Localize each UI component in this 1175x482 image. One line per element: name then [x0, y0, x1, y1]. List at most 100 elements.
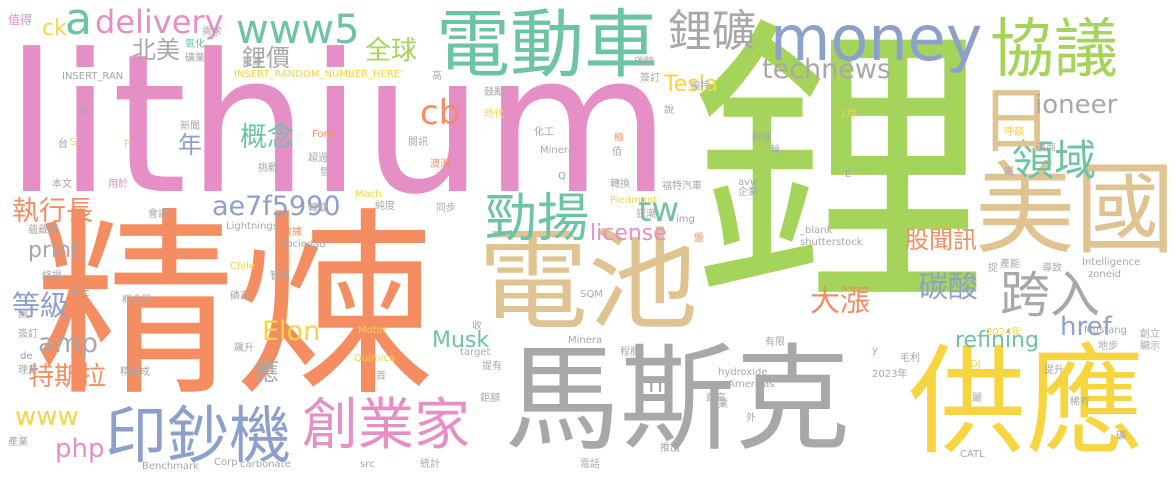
word-s64: Intelligence	[1082, 257, 1141, 268]
word-jump: 大漲	[810, 284, 870, 319]
word-musk-en: Musk	[432, 328, 490, 353]
word-entrepreneur: 創業家	[302, 393, 470, 458]
word-s65: zoneid	[1088, 269, 1121, 280]
word-a: a	[65, 0, 92, 45]
word-s109: carbonate	[240, 459, 291, 470]
word-refine: 精煉	[35, 191, 436, 424]
word-stock-news: 股聞訊	[905, 226, 977, 254]
word-price: 鋰價	[242, 44, 290, 72]
word-s103: 業	[718, 399, 728, 410]
word-s4: 礦業	[185, 53, 205, 64]
word-s100: 鉅額	[480, 393, 500, 404]
word-ying: 應	[255, 358, 279, 386]
word-s105: 推出	[660, 443, 680, 454]
word-s110: src	[360, 459, 375, 470]
word-s84: 有限	[765, 337, 785, 348]
word-s112: 電話	[580, 459, 600, 470]
word-s31: 挑戰	[258, 163, 278, 174]
word-s21: 閱訊	[408, 137, 428, 148]
word-s55: Sociedad	[280, 239, 326, 250]
word-s18: S	[70, 137, 77, 148]
word-ev: 電動車	[436, 2, 658, 88]
word-s60: 終場	[42, 271, 62, 282]
word-supply: 供應	[908, 333, 1145, 471]
word-s86: DJ	[970, 359, 981, 370]
word-www5: www5	[236, 7, 360, 53]
word-s26: 礦商	[1036, 143, 1056, 154]
word-s94: 提有	[482, 361, 502, 372]
word-technews: technews	[762, 54, 892, 85]
word-delivery: delivery	[95, 3, 224, 41]
word-s80: 飆升	[234, 343, 254, 354]
word-lithium: lithium	[5, 14, 671, 237]
word-s70: SQM	[580, 289, 603, 300]
word-s1: 值得	[8, 13, 33, 27]
word-cb: cb	[420, 93, 461, 133]
word-s49: Piedmont	[610, 195, 658, 206]
word-href: href	[1060, 312, 1112, 342]
word-s78: 圖	[18, 309, 28, 320]
word-s54: 數據	[282, 227, 302, 238]
word-license: license	[590, 221, 667, 246]
word-s79: de	[20, 351, 33, 362]
word-concept: 概念	[240, 122, 294, 153]
word-s57: _blank'	[800, 225, 836, 236]
word-na: 北美	[132, 36, 180, 64]
word-s30: 輪	[770, 145, 780, 156]
word-s37: Q	[558, 171, 566, 182]
word-s28: Mineral	[540, 145, 577, 156]
word-global: 全球	[365, 36, 418, 66]
word-domain: 領域	[1012, 136, 1097, 185]
word-musk: 馬斯克	[505, 333, 851, 467]
word-s82: Minera	[568, 335, 603, 346]
word-s51: img	[676, 214, 695, 225]
word-tw: tw	[638, 190, 680, 230]
word-s89: 提升	[1044, 365, 1064, 376]
word-s32: 超過	[308, 153, 328, 164]
word-s59: Chile	[230, 261, 256, 272]
word-agreement: 協議	[990, 13, 1118, 87]
word-s87: 地步	[1098, 341, 1118, 352]
word-s40: avw	[738, 177, 759, 188]
word-amp: amp	[38, 328, 98, 359]
word-s50: 狂潮	[636, 209, 656, 220]
word-tesla-zh: 特斯拉	[28, 362, 107, 392]
word-s113: CATL	[960, 449, 985, 460]
word-day: 日	[980, 79, 1053, 163]
word-s19: 台	[58, 139, 68, 150]
word-s67: 美元	[70, 287, 90, 298]
word-s91: 精煉成	[120, 367, 150, 378]
word-enter: 跨入	[1000, 266, 1100, 324]
word-grade: 等級	[12, 289, 69, 322]
word-s34: 本文	[52, 179, 72, 190]
word-s6: 來源	[242, 57, 262, 68]
word-s47: 純度	[375, 201, 395, 212]
word-s27: F	[124, 139, 130, 150]
word-money: money	[770, 2, 983, 75]
word-s74: Mustang	[1084, 325, 1127, 336]
word-year: 年	[178, 131, 202, 159]
word-s88: 毛利	[900, 353, 920, 364]
word-s95: hydroxide	[718, 367, 768, 378]
word-s98: 嚴	[972, 393, 982, 404]
word-s52: 蘊藏量	[28, 225, 58, 236]
word-li: 鋰	[690, 0, 990, 344]
word-s107: Benchmark	[142, 461, 199, 472]
word-s85: y	[872, 345, 878, 356]
word-s45: 會議	[148, 209, 168, 220]
word-refining: refining	[955, 328, 1039, 353]
word-s104: 礦	[1116, 431, 1126, 442]
word-s20: Ford	[312, 129, 334, 140]
word-s48: 同步	[436, 203, 456, 214]
word-s43: 鐵	[1004, 167, 1014, 178]
word-s69: 磷高	[230, 291, 250, 302]
word-s101: 跳高	[706, 393, 726, 404]
word-s66: 捉	[988, 263, 998, 274]
word-s53: Lightnings	[226, 221, 278, 232]
word-php: php	[55, 434, 105, 464]
word-s23: 極	[614, 133, 624, 144]
word-ioneer: ioneer	[1035, 90, 1118, 120]
word-usa: 美國	[975, 151, 1175, 268]
word-s61: 智利	[270, 271, 290, 282]
